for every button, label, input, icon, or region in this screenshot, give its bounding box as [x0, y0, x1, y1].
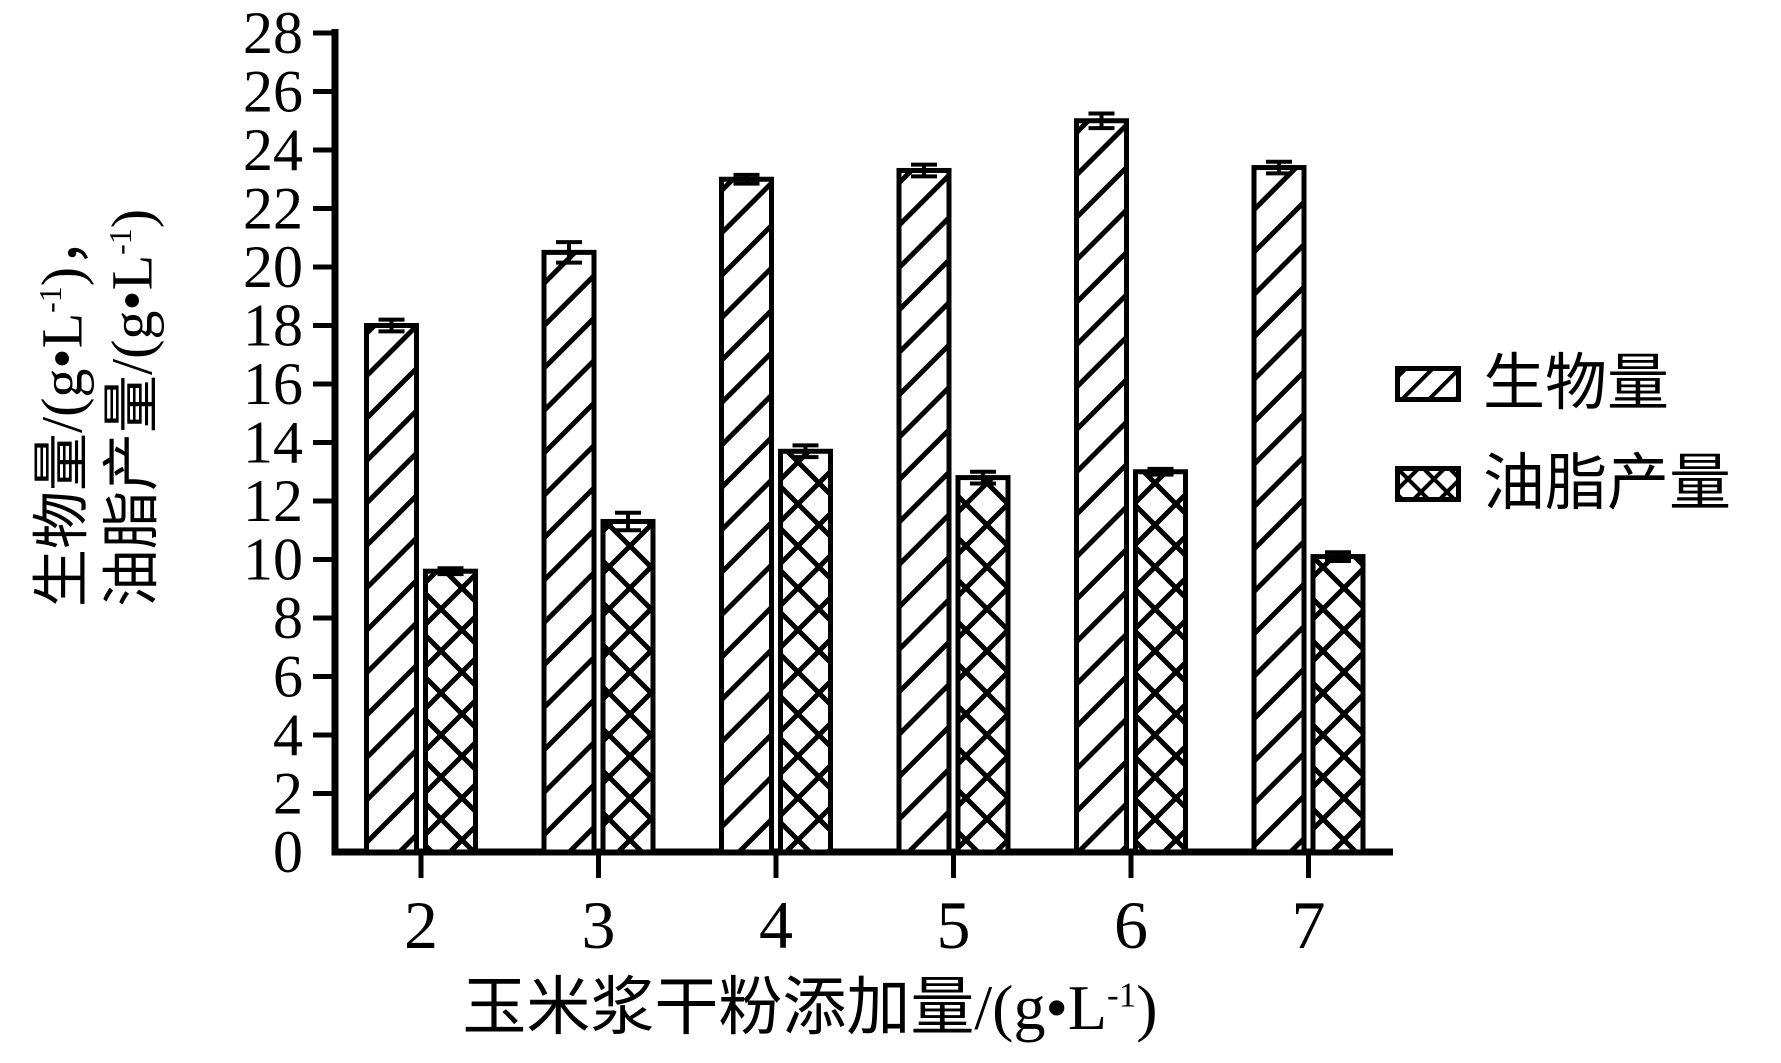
bar-oil-yield-6 — [1133, 469, 1188, 855]
y-tick-label-14: 14 — [243, 410, 303, 476]
bar-biomass-3 — [541, 249, 597, 855]
x-tick-label-2: 2 — [404, 887, 438, 963]
bar-oil-yield-2 — [423, 568, 478, 855]
legend-item-biomass: 生物量 — [1395, 352, 1731, 416]
bar-biomass-4 — [719, 176, 774, 855]
y-label2-text: 油脂产量/(g•L — [99, 254, 164, 608]
bar-biomass-6 — [1074, 118, 1129, 855]
y-tick-label-8: 8 — [273, 585, 303, 651]
bar-oil-yield-4 — [778, 448, 833, 855]
x-axis-title: 玉米浆干粉添加量/(g•L-1) — [462, 956, 1157, 1048]
y-tick-label-26: 26 — [243, 59, 303, 125]
x-title-superscript: -1 — [1106, 975, 1137, 1015]
y-axis-label-line2: 油脂产量/(g•L-1) — [97, 209, 167, 607]
legend-label-biomass: 生物量 — [1483, 350, 1670, 418]
x-tick-label-7: 7 — [1292, 887, 1326, 963]
x-tick-label-3: 3 — [582, 887, 616, 963]
x-title-close: ) — [1136, 972, 1158, 1043]
x-title-text: 玉米浆干粉添加量/(g•L — [462, 972, 1107, 1043]
y-tick-label-20: 20 — [243, 234, 303, 300]
y-tick-label-18: 18 — [243, 293, 303, 359]
y-label1-superscript: -1 — [33, 286, 69, 313]
bar-oil-yield-7 — [1310, 554, 1366, 855]
y-label1-close: )， — [29, 208, 95, 287]
y-axis-label-line1: 生物量/(g•L-1)， — [27, 209, 97, 607]
bar-biomass-7 — [1251, 165, 1307, 855]
y-tick-label-2: 2 — [273, 761, 303, 827]
y-tick-label-6: 6 — [273, 644, 303, 710]
y-tick-label-22: 22 — [243, 176, 303, 242]
x-tick-label-5: 5 — [937, 887, 971, 963]
y-tick-label-12: 12 — [243, 468, 303, 534]
y-label2-superscript: -1 — [102, 228, 138, 255]
bar-oil-yield-5 — [955, 475, 1011, 855]
legend: 生物量 油脂产量 — [1395, 352, 1731, 552]
y-label2-close: ) — [99, 208, 164, 229]
y-tick-label-0: 0 — [273, 819, 303, 885]
crosshatch-swatch-icon — [1395, 466, 1461, 502]
y-tick-label-24: 24 — [243, 117, 303, 183]
bar-biomass-5 — [896, 167, 952, 855]
x-tick-label-4: 4 — [759, 887, 793, 963]
bar-biomass-2 — [364, 323, 419, 855]
diagonal-hatch-swatch-icon — [1395, 366, 1461, 402]
x-tick-label-6: 6 — [1114, 887, 1148, 963]
y-label1-text: 生物量/(g•L — [29, 312, 95, 608]
bar-oil-yield-3 — [600, 518, 656, 855]
y-tick-label-16: 16 — [243, 351, 303, 417]
legend-label-oil-yield: 油脂产量 — [1483, 450, 1732, 518]
y-tick-label-28: 28 — [243, 0, 303, 66]
y-tick-label-4: 4 — [273, 702, 303, 768]
y-axis-label: 生物量/(g•L-1)， 油脂产量/(g•L-1) — [27, 209, 166, 607]
y-tick-label-10: 10 — [243, 527, 303, 593]
legend-item-oil-yield: 油脂产量 — [1395, 452, 1731, 516]
